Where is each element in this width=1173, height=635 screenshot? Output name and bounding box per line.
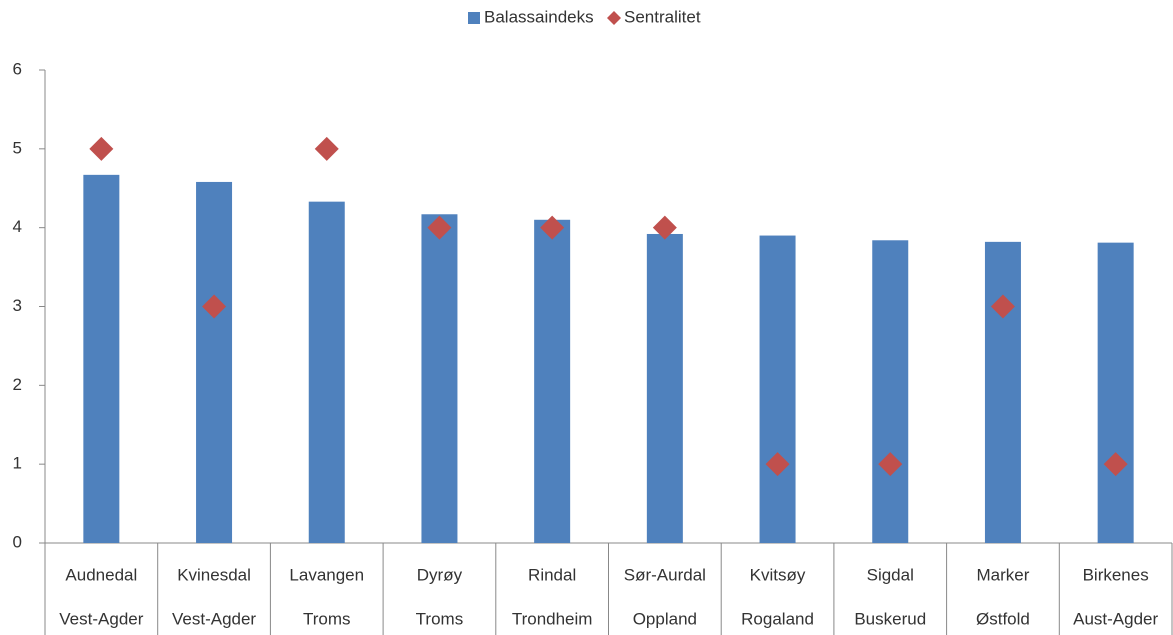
diamond-marker [540, 215, 565, 240]
bar [646, 233, 683, 543]
legend-swatch [468, 12, 480, 24]
bar [872, 240, 909, 543]
y-tick-label: 5 [13, 138, 22, 157]
bar [83, 174, 120, 543]
diamond-marker [89, 136, 114, 161]
legend-label: Balassaindeks [484, 7, 594, 26]
x-group-label: Østfold [976, 609, 1030, 628]
diamond-marker [1103, 452, 1128, 477]
diamond-marker [202, 294, 227, 319]
x-tick-label: Kvitsøy [750, 565, 806, 584]
bar [421, 214, 458, 543]
y-tick-label: 2 [13, 375, 22, 394]
diamond-marker [652, 215, 677, 240]
y-tick-label: 3 [13, 296, 22, 315]
x-group-label: Trondheim [512, 609, 593, 628]
x-tick-label: Audnedal [65, 565, 137, 584]
x-group-label: Vest-Agder [172, 609, 256, 628]
diamond-marker [878, 452, 903, 477]
bar [984, 241, 1021, 543]
x-tick-label: Sør-Aurdal [624, 565, 706, 584]
legend-swatch [607, 11, 621, 25]
legend-label: Sentralitet [624, 7, 701, 26]
x-tick-label: Kvinesdal [177, 565, 251, 584]
x-group-label: Oppland [633, 609, 697, 628]
x-tick-label: Sigdal [867, 565, 914, 584]
diamond-marker [765, 452, 790, 477]
y-tick-label: 6 [13, 59, 22, 78]
diamond-marker [990, 294, 1015, 319]
bar [196, 181, 233, 543]
x-tick-label: Marker [976, 565, 1029, 584]
x-group-label: Vest-Agder [59, 609, 143, 628]
y-tick-label: 4 [13, 217, 22, 236]
y-tick-label: 0 [13, 532, 22, 551]
x-tick-label: Birkenes [1083, 565, 1149, 584]
bar [308, 201, 345, 543]
x-tick-label: Dyrøy [417, 565, 463, 584]
x-group-label: Aust-Agder [1073, 609, 1158, 628]
bar [534, 219, 571, 544]
diamond-marker [427, 215, 452, 240]
bar [1097, 242, 1134, 543]
x-tick-label: Lavangen [289, 565, 364, 584]
x-group-label: Rogaland [741, 609, 814, 628]
x-group-label: Troms [303, 609, 351, 628]
y-tick-label: 1 [13, 454, 22, 473]
bar [759, 235, 796, 544]
x-group-label: Troms [416, 609, 464, 628]
diamond-marker [314, 136, 339, 161]
x-group-label: Buskerud [854, 609, 926, 628]
x-tick-label: Rindal [528, 565, 576, 584]
